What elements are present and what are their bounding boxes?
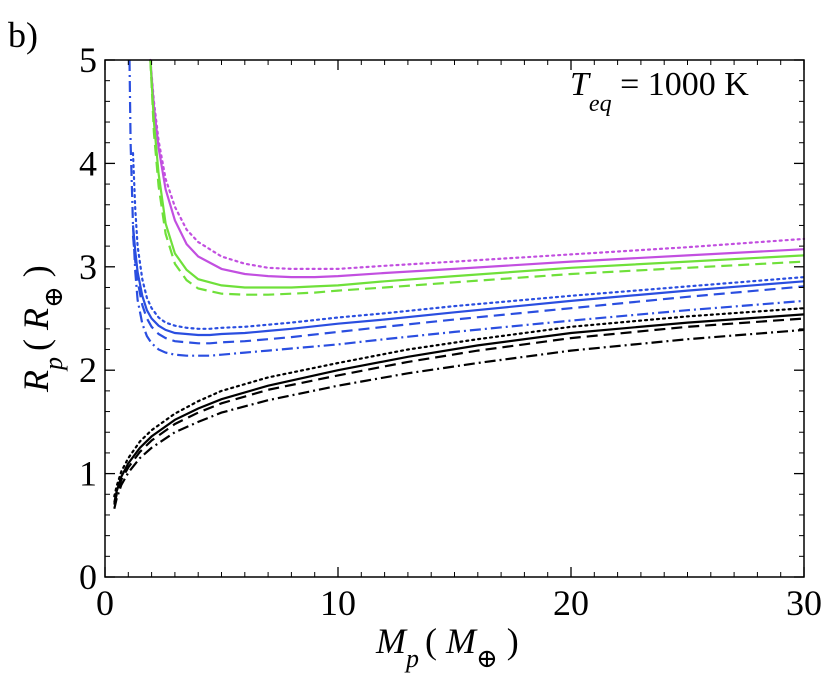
y-tick-label: 3: [79, 247, 97, 287]
plot-frame: [104, 59, 805, 578]
tick-group: 0 10 20 30 0 1 2 3 4 5: [79, 40, 822, 623]
series-line-black-dotted: [113, 307, 806, 498]
series-line-magenta-solid: [149, 59, 805, 279]
panel-label: b): [8, 15, 38, 55]
ylabel-inner: R: [16, 308, 56, 331]
series-line-green-solid: [149, 59, 805, 289]
xlabel-paren-close: ): [498, 621, 519, 661]
ylabel-sub: p: [39, 357, 68, 372]
annotation-sub: eq: [589, 91, 612, 117]
xlabel-paren-open: (: [425, 621, 446, 661]
x-tick-label: 0: [96, 583, 114, 623]
series-line-magenta-dotted: [149, 58, 806, 270]
series-line-black-solid: [113, 313, 805, 503]
xlabel-main: M: [375, 621, 408, 661]
series-line-green-dashed: [149, 59, 805, 296]
y-tick-label: 0: [79, 557, 97, 597]
annotation-main: T: [570, 66, 591, 103]
xlabel-inner-sub: ⊕: [476, 644, 498, 673]
y-axis-label: Rp( R⊕ ): [16, 265, 68, 393]
y-tick-label: 4: [79, 143, 97, 183]
series-line-blue-solid: [131, 225, 805, 337]
x-tick-label: 10: [320, 583, 356, 623]
ylabel-main: R: [16, 370, 56, 393]
y-tick-label: 2: [79, 350, 97, 390]
series-line-blue-dotted: [131, 152, 806, 330]
annotation-teq: Teq = 1000 K: [570, 66, 749, 117]
annotation-rest: = 1000 K: [612, 66, 750, 103]
y-tick-label: 1: [79, 454, 97, 494]
x-tick-label: 20: [553, 583, 589, 623]
x-axis-label: Mp( M⊕ ): [375, 621, 519, 673]
y-tick-label: 5: [79, 40, 97, 80]
series-line-blue-dashdot: [128, 59, 805, 357]
series-line-blue-dashed: [131, 235, 805, 345]
series-line-black-dashdot: [113, 328, 805, 510]
x-tick-label: 30: [786, 583, 822, 623]
ylabel-paren-close: ): [16, 265, 56, 286]
ylabel-inner-sub: ⊕: [39, 286, 68, 308]
series-group: [113, 58, 806, 510]
ylabel-paren-open: (: [16, 330, 56, 351]
y-axis-label-group: Rp( R⊕ ): [16, 265, 68, 393]
xlabel-sub: p: [404, 644, 419, 673]
xlabel-inner: M: [445, 621, 478, 661]
series-line-black-dashed: [113, 317, 805, 505]
